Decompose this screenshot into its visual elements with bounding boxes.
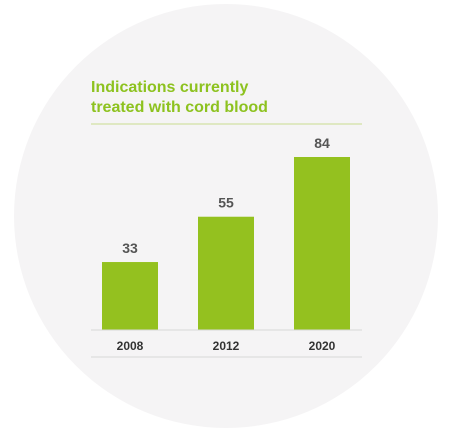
background-circle bbox=[14, 4, 438, 428]
value-label-2008: 33 bbox=[122, 240, 138, 256]
chart-title-line-2: treated with cord blood bbox=[91, 99, 268, 116]
x-tick-label-2008: 2008 bbox=[117, 339, 144, 353]
bars-layer: 33 2008 55 2012 84 2020 bbox=[102, 135, 350, 353]
value-label-2020: 84 bbox=[314, 135, 330, 151]
bar-2008 bbox=[102, 262, 158, 330]
bar-2012 bbox=[198, 216, 254, 330]
x-tick-label-2012: 2012 bbox=[213, 339, 240, 353]
x-tick-label-2020: 2020 bbox=[309, 339, 336, 353]
bar-2020 bbox=[294, 157, 350, 330]
value-label-2012: 55 bbox=[218, 195, 234, 211]
chart-title-line-1: Indications currently bbox=[91, 79, 248, 96]
